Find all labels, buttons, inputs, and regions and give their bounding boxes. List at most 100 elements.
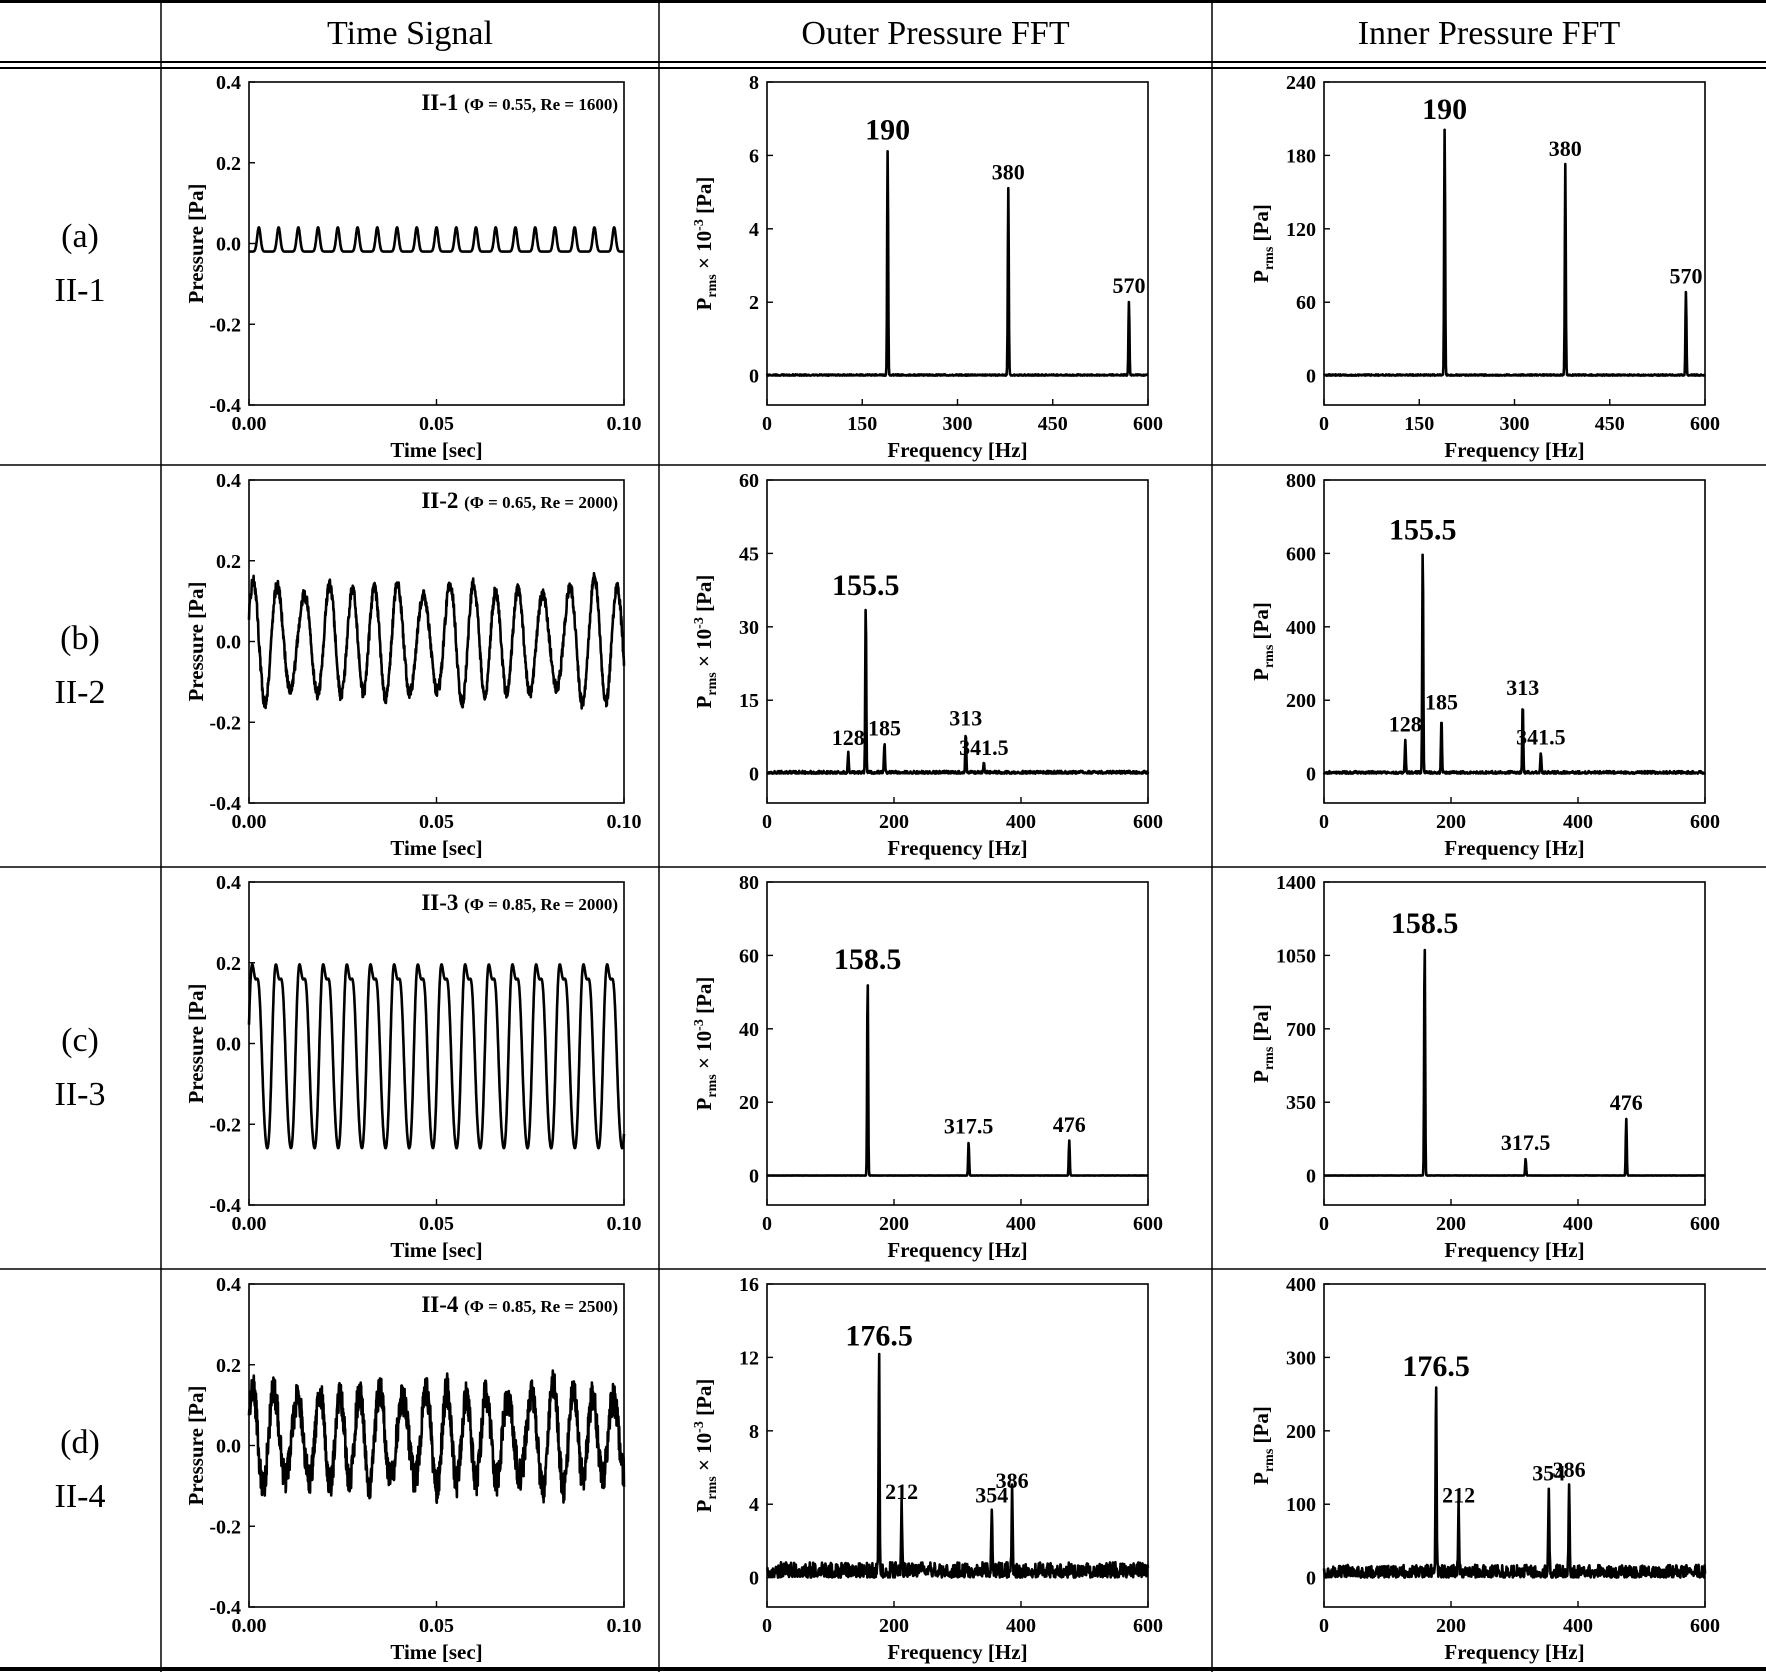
x-tick-label: 0.00 (232, 1615, 267, 1637)
case-annotation: II-4 (Φ = 0.85, Re = 2500) (421, 1292, 618, 1317)
peak-label: 158.5 (1391, 907, 1459, 940)
chart-time-row-2: 0.00 0.05 0.10 -0.4 -0.2 0.0 0.2 0.4 Time [sec] P… (161, 466, 659, 864)
row-case: II-2 (54, 674, 106, 711)
y-axis-label: Prms [Pa] (1249, 1406, 1277, 1485)
chart-svg: 0.00 0.05 0.10 -0.4 -0.2 0.0 0.2 0.4 Time [sec] P… (184, 72, 642, 462)
row-label-c: (c) II-3 (0, 1014, 160, 1122)
plot-frame (766, 881, 1149, 1206)
peak-label: 190 (865, 114, 910, 147)
peak-label: 386 (1553, 1457, 1586, 1482)
y-tick-label: 0.0 (216, 1436, 241, 1458)
peak-label: 341.5 (1516, 724, 1566, 749)
plot-frame (1323, 81, 1706, 406)
chart-outer-row-1: 0 150 300 450 600 0 2 4 6 8 Frequency [Hz] Prms × 1… (659, 68, 1212, 466)
x-tick-label: 400 (1563, 1213, 1593, 1235)
row-label-b: (b) II-2 (0, 612, 160, 720)
y-tick-label: 15 (739, 690, 759, 712)
x-tick-label: 600 (1133, 1615, 1163, 1637)
chart-outer-row-2: 0 200 400 600 0 15 30 45 60 Frequency [Hz] Prms × … (659, 466, 1212, 864)
x-tick-label: 0.10 (607, 1615, 642, 1637)
series-line (247, 963, 626, 1150)
row-label-a: (a) II-1 (0, 210, 160, 318)
peak-label: 380 (1549, 136, 1582, 161)
y-tick-label: -0.4 (209, 395, 241, 417)
y-tick-label: 30 (739, 617, 759, 639)
chart-time-row-4: 0.00 0.05 0.10 -0.4 -0.2 0.0 0.2 0.4 Time [sec] P… (161, 1270, 659, 1668)
case-annotation: II-1 (Φ = 0.55, Re = 1600) (421, 90, 618, 115)
chart-svg: 0 150 300 450 600 0 60 120 180 240 Frequency [Hz] P… (1249, 72, 1720, 462)
header-time-signal: Time Signal (327, 15, 493, 52)
y-tick-label: 4 (749, 1494, 759, 1516)
y-tick-label: 12 (739, 1347, 759, 1369)
y-tick-label: 0.4 (216, 470, 241, 492)
chart-inner-row-3: 0 200 400 600 0 350 700 1050 1400 Frequency [Hz] P… (1212, 868, 1766, 1266)
x-tick-label: 0 (762, 1615, 772, 1637)
peak-label: 190 (1422, 93, 1467, 126)
y-tick-label: 20 (739, 1092, 759, 1114)
x-tick-label: 150 (847, 413, 877, 435)
y-axis-label: Prms [Pa] (1249, 204, 1277, 283)
x-tick-label: 0.05 (419, 811, 454, 833)
x-tick-label: 600 (1690, 413, 1720, 435)
y-axis-label: Prms × 10-3 [Pa] (692, 977, 720, 1111)
series-line (247, 571, 626, 710)
plot-frame (248, 81, 625, 406)
x-tick-label: 400 (1563, 1615, 1593, 1637)
plot-frame (248, 479, 625, 804)
y-tick-label: 200 (1286, 690, 1316, 712)
y-tick-label: 100 (1286, 1494, 1316, 1516)
y-tick-label: 0.2 (216, 551, 241, 573)
row-case: II-3 (54, 1076, 106, 1113)
y-tick-label: 4 (749, 219, 759, 241)
peak-label: 313 (1506, 675, 1539, 700)
series-line (766, 984, 1149, 1177)
y-tick-label: 0.4 (216, 72, 241, 94)
x-tick-label: 400 (1006, 1213, 1036, 1235)
x-tick-label: 600 (1133, 1213, 1163, 1235)
series-line (766, 608, 1150, 775)
y-tick-label: 200 (1286, 1421, 1316, 1443)
peak-label: 128 (832, 725, 865, 750)
series-line (1323, 948, 1706, 1177)
y-tick-label: 240 (1286, 72, 1316, 94)
case-annotation: II-2 (Φ = 0.65, Re = 2000) (421, 488, 618, 513)
case-annotation: II-3 (Φ = 0.85, Re = 2000) (421, 890, 618, 915)
x-tick-label: 600 (1690, 1615, 1720, 1637)
series-line (766, 1352, 1150, 1579)
y-tick-label: 45 (739, 543, 759, 565)
chart-svg: 0.00 0.05 0.10 -0.4 -0.2 0.0 0.2 0.4 Time [sec] P… (184, 1274, 642, 1664)
peak-label: 185 (1425, 690, 1458, 715)
x-axis-label: Frequency [Hz] (887, 1640, 1027, 1664)
x-tick-label: 0.10 (607, 413, 642, 435)
peak-label: 185 (868, 715, 901, 740)
chart-inner-row-1: 0 150 300 450 600 0 60 120 180 240 Frequency [Hz] P… (1212, 68, 1766, 466)
x-axis-label: Frequency [Hz] (887, 438, 1027, 462)
x-tick-label: 600 (1690, 1213, 1720, 1235)
y-tick-label: 180 (1286, 145, 1316, 167)
y-tick-label: -0.2 (209, 314, 241, 336)
y-tick-label: 40 (739, 1019, 759, 1041)
x-axis-label: Time [sec] (390, 836, 482, 860)
chart-time-row-3: 0.00 0.05 0.10 -0.4 -0.2 0.0 0.2 0.4 Time [sec] P… (161, 868, 659, 1266)
x-tick-label: 600 (1133, 811, 1163, 833)
series-line (248, 226, 625, 253)
y-tick-label: 0.4 (216, 872, 241, 894)
chart-svg: 0.00 0.05 0.10 -0.4 -0.2 0.0 0.2 0.4 Time [sec] P… (184, 470, 642, 860)
series-line (1322, 1386, 1707, 1579)
x-tick-label: 300 (943, 413, 973, 435)
y-tick-label: 0.0 (216, 234, 241, 256)
row-label-d: (d) II-4 (0, 1416, 160, 1524)
y-tick-label: 0 (1306, 1166, 1316, 1188)
plot-frame (766, 1283, 1149, 1608)
peak-label: 386 (996, 1468, 1029, 1493)
y-tick-label: 350 (1286, 1092, 1316, 1114)
y-tick-label: 300 (1286, 1347, 1316, 1369)
peak-label: 212 (885, 1479, 918, 1504)
x-tick-label: 150 (1404, 413, 1434, 435)
chart-svg: 0 200 400 600 0 100 200 300 400 Frequency [Hz] Prm… (1249, 1274, 1720, 1664)
x-tick-label: 450 (1595, 413, 1625, 435)
peak-label: 128 (1389, 712, 1422, 737)
x-axis-label: Frequency [Hz] (887, 836, 1027, 860)
peak-label: 570 (1669, 263, 1702, 288)
